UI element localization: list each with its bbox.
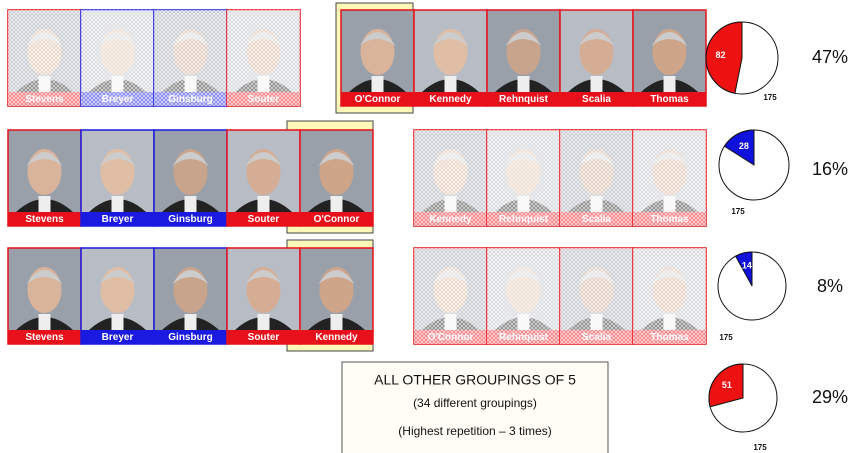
fade-overlay xyxy=(8,10,81,106)
collar xyxy=(39,196,51,212)
collar xyxy=(112,314,124,330)
other-repetition: (Highest repetition – 3 times) xyxy=(398,424,551,438)
justice-name: Kennedy xyxy=(429,94,472,105)
collar xyxy=(39,314,51,330)
fade-overlay xyxy=(414,248,487,344)
fade-overlay xyxy=(560,248,633,344)
other-count: (34 different groupings) xyxy=(413,396,537,410)
justice-name: Souter xyxy=(248,214,280,225)
collar xyxy=(331,314,343,330)
justice-name: Stevens xyxy=(25,332,64,343)
fade-overlay xyxy=(487,248,560,344)
justice-name: O'Connor xyxy=(355,94,401,105)
pie-value: 82 xyxy=(715,50,725,60)
pie-value: 51 xyxy=(722,380,732,390)
pie-value: 28 xyxy=(739,141,749,151)
other-title: ALL OTHER GROUPINGS OF 5 xyxy=(374,372,576,388)
collar xyxy=(591,76,603,92)
fade-overlay xyxy=(154,10,227,106)
collar xyxy=(445,76,457,92)
collar xyxy=(372,76,384,92)
collar xyxy=(112,196,124,212)
pie-total: 175 xyxy=(753,443,767,452)
fade-overlay xyxy=(560,130,633,226)
percent: 8% xyxy=(817,276,843,296)
collar xyxy=(331,196,343,212)
justice-name: Kennedy xyxy=(315,332,358,343)
pie-value: 14 xyxy=(742,261,752,271)
collar xyxy=(258,314,270,330)
justice-name: Scalia xyxy=(582,94,611,105)
justice-name: Ginsburg xyxy=(168,214,212,225)
pie-total: 175 xyxy=(731,207,745,216)
percent: 29% xyxy=(812,387,848,407)
justice-name: Ginsburg xyxy=(168,332,212,343)
fade-overlay xyxy=(633,130,706,226)
justice-name: Stevens xyxy=(25,214,64,225)
pie-total: 175 xyxy=(763,93,777,102)
slide: ALL OTHER GROUPINGS OF 5 (34 different g… xyxy=(0,0,859,453)
collar xyxy=(664,76,676,92)
collar xyxy=(185,196,197,212)
justice-name: Rehnquist xyxy=(499,94,549,105)
percent: 47% xyxy=(812,47,848,67)
percent: 16% xyxy=(812,159,848,179)
fade-overlay xyxy=(227,10,300,106)
collar xyxy=(258,196,270,212)
fade-overlay xyxy=(487,130,560,226)
fade-overlay xyxy=(633,248,706,344)
justice-name: Thomas xyxy=(650,94,689,105)
justice-name: Souter xyxy=(248,332,280,343)
collar xyxy=(518,76,530,92)
justice-name: Breyer xyxy=(102,332,134,343)
fade-overlay xyxy=(414,130,487,226)
justice-name: O'Connor xyxy=(314,214,360,225)
justice-name: Breyer xyxy=(102,214,134,225)
collar xyxy=(185,314,197,330)
pie-total: 175 xyxy=(719,333,733,342)
fade-overlay xyxy=(81,10,154,106)
